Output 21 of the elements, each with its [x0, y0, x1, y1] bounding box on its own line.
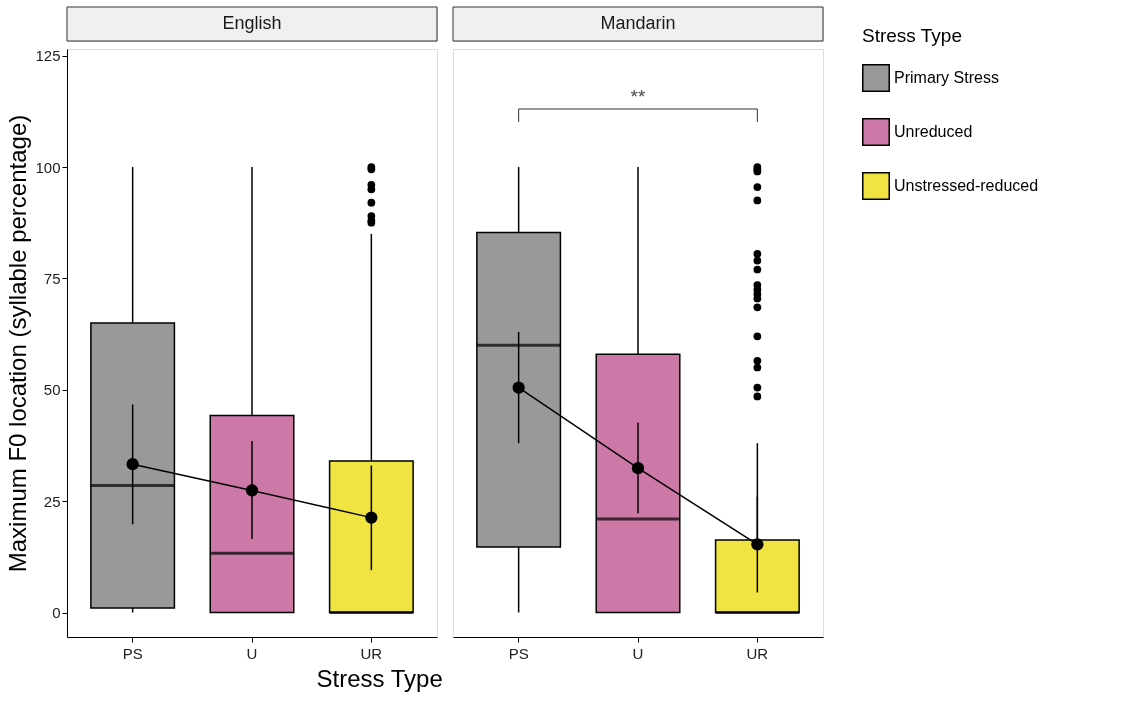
y-tick-label: 125 — [35, 47, 61, 65]
y-tick-label: 25 — [43, 492, 61, 510]
annotation: ** — [630, 86, 646, 107]
x-tick-label: UR — [746, 644, 769, 662]
y-axis-title: Maximum F0 location (syllable percentage) — [4, 114, 32, 573]
x-tick-label: U — [246, 644, 258, 662]
y-tick-label: 50 — [43, 381, 61, 399]
x-tick-label: UR — [360, 644, 383, 662]
chart-title: Mandarin — [600, 13, 676, 33]
x-axis-title: Stress Type — [316, 664, 443, 692]
y-tick-label: 75 — [43, 269, 61, 287]
x-tick-label: PS — [122, 644, 143, 662]
x-tick-label: U — [632, 644, 644, 662]
chart-title: English — [222, 13, 282, 33]
legend-label: Primary Stress — [894, 69, 999, 86]
y-tick-label: 100 — [35, 158, 61, 176]
legend-label: Unreduced — [894, 123, 973, 140]
y-tick-label: 0 — [52, 604, 61, 621]
legend-title: Stress Type — [862, 25, 962, 46]
legend-label: Unstressed-reduced — [894, 177, 1039, 194]
x-tick-label: PS — [508, 644, 529, 662]
